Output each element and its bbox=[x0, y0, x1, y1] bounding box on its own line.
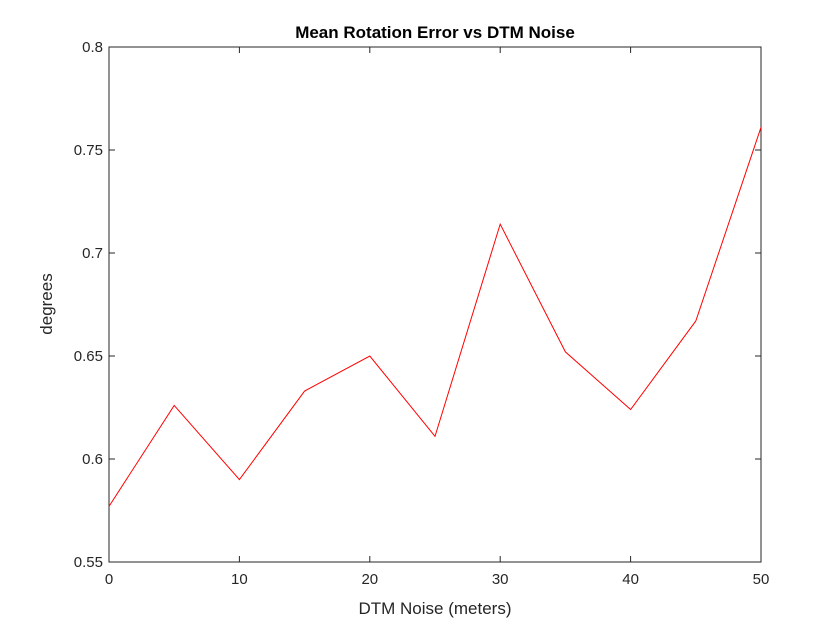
y-tick-label: 0.75 bbox=[74, 142, 103, 159]
y-tick-label: 0.7 bbox=[82, 245, 103, 262]
y-tick-label: 0.6 bbox=[82, 451, 103, 468]
series-layer bbox=[108, 127, 762, 507]
y-axis: 0.55 0.6 0.65 0.7 0.75 0.8 bbox=[74, 39, 761, 571]
x-axis: 0 10 20 30 40 50 bbox=[105, 47, 770, 588]
x-tick-label: 20 bbox=[361, 571, 378, 588]
y-axis-label: degrees bbox=[37, 273, 56, 334]
y-tick-label: 0.65 bbox=[74, 348, 103, 365]
plot-area bbox=[108, 46, 762, 563]
x-axis-label: DTM Noise (meters) bbox=[358, 599, 511, 618]
x-tick-label: 50 bbox=[753, 571, 770, 588]
y-tick-label: 0.55 bbox=[74, 554, 103, 571]
chart-title: Mean Rotation Error vs DTM Noise bbox=[295, 23, 575, 42]
x-tick-label: 30 bbox=[492, 571, 509, 588]
series-line bbox=[108, 127, 762, 507]
x-tick-label: 0 bbox=[105, 571, 113, 588]
x-tick-label: 40 bbox=[622, 571, 639, 588]
x-tick-label: 10 bbox=[231, 571, 248, 588]
y-tick-label: 0.8 bbox=[82, 39, 103, 56]
